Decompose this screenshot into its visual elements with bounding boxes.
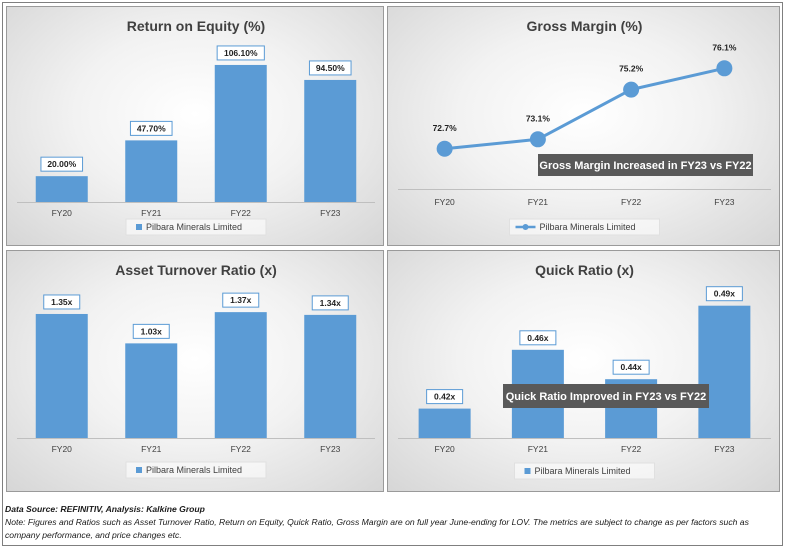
x-tick-label: FY23	[714, 197, 735, 207]
data-label: 20.00%	[47, 159, 76, 169]
data-label: 0.44x	[620, 362, 642, 372]
point-fy22	[623, 81, 640, 98]
legend-swatch	[136, 467, 142, 473]
data-label: 76.1%	[712, 42, 737, 52]
x-tick-label: FY23	[320, 444, 341, 454]
legend-label: Pilbara Minerals Limited	[540, 222, 636, 232]
x-tick-label: FY20	[52, 444, 73, 454]
bar-fy21	[125, 140, 178, 202]
bar-fy23	[698, 305, 751, 438]
annotation-box	[503, 384, 709, 408]
x-tick-label: FY21	[528, 197, 549, 207]
chart-title: Quick Ratio (x)	[535, 262, 634, 278]
data-label: 0.46x	[527, 333, 549, 343]
chart-gross-margin: Gross Margin (%) 72.7% 73.1% 75.2% 76.1% FY20…	[387, 6, 780, 246]
chart-title: Return on Equity (%)	[127, 18, 265, 34]
data-label-box	[132, 323, 170, 339]
series-line	[444, 66, 725, 151]
legend-box	[509, 218, 660, 236]
x-tick-label: FY23	[320, 208, 341, 218]
data-label-box	[40, 156, 84, 172]
data-label: 1.03x	[141, 326, 163, 336]
x-tick-label: FY22	[231, 444, 252, 454]
data-label-box	[612, 359, 650, 375]
legend-box	[125, 218, 267, 236]
x-tick-label: FY20	[52, 208, 73, 218]
x-tick-label: FY21	[141, 208, 162, 218]
data-label: 94.50%	[316, 63, 345, 73]
quick-ratio-chart-svg: Quick Ratio (x) 0.42x 0.46x 0.44x 0.49x FY20 F…	[398, 262, 771, 480]
legend-marker	[522, 224, 529, 230]
legend-swatch	[524, 468, 531, 474]
bar-fy21	[125, 343, 178, 438]
data-label: 0.49x	[714, 289, 736, 299]
data-label: 72.7%	[433, 123, 458, 133]
data-label: 1.34x	[320, 298, 342, 308]
chart-return-on-equity: Return on Equity (%) 20.00% 47.70% 106.10% 9…	[6, 6, 384, 246]
data-label: 1.35x	[51, 297, 73, 307]
roe-chart-svg: Return on Equity (%) 20.00% 47.70% 106.10% 9…	[17, 18, 375, 236]
data-label-box	[129, 120, 173, 136]
x-tick-label: FY23	[714, 444, 735, 454]
bar-fy20	[35, 176, 88, 202]
data-label-box	[216, 45, 265, 61]
chart-asset-turnover: Asset Turnover Ratio (x) 1.35x 1.03x 1.37x 1…	[6, 250, 384, 492]
point-fy23	[716, 60, 733, 77]
data-label: 47.70%	[137, 123, 166, 133]
gross-margin-chart-svg: Gross Margin (%) 72.7% 73.1% 75.2% 76.1% FY20…	[398, 18, 771, 236]
legend-label: Pilbara Minerals Limited	[146, 222, 242, 232]
bar-fy23	[304, 314, 357, 438]
legend-label: Pilbara Minerals Limited	[535, 466, 631, 476]
bar-fy20	[35, 313, 88, 438]
data-label: 106.10%	[224, 48, 258, 58]
bar-fy22	[214, 64, 267, 202]
bar-fy22	[214, 312, 267, 438]
legend-box	[125, 461, 267, 479]
annotation-box	[538, 154, 753, 176]
data-label: 75.2%	[619, 64, 644, 74]
data-label-box	[705, 286, 743, 302]
data-label-box	[311, 295, 349, 311]
footer: Data Source: REFINITIV, Analysis: Kalkin…	[5, 503, 783, 542]
point-fy20	[436, 140, 453, 157]
data-label: 73.1%	[526, 113, 551, 123]
chart-title: Asset Turnover Ratio (x)	[115, 262, 277, 278]
chart-quick-ratio: Quick Ratio (x) 0.42x 0.46x 0.44x 0.49x FY20 F…	[387, 250, 780, 492]
annotation-text: Quick Ratio Improved in FY23 vs FY22	[506, 391, 707, 403]
x-tick-label: FY21	[141, 444, 162, 454]
annotation-text: Gross Margin Increased in FY23 vs FY22	[539, 160, 751, 172]
point-fy21	[529, 131, 546, 148]
data-label-box	[43, 294, 81, 310]
data-label-box	[426, 389, 464, 405]
x-tick-label: FY21	[528, 444, 549, 454]
x-tick-label: FY22	[621, 197, 642, 207]
x-tick-label: FY20	[434, 197, 455, 207]
bar-fy23	[304, 79, 357, 202]
x-tick-label: FY20	[434, 444, 455, 454]
data-source: Data Source: REFINITIV, Analysis: Kalkin…	[5, 504, 205, 514]
chart-title: Gross Margin (%)	[527, 18, 643, 34]
data-label-box	[222, 292, 260, 308]
x-tick-label: FY22	[231, 208, 252, 218]
asset-turnover-chart-svg: Asset Turnover Ratio (x) 1.35x 1.03x 1.37x 1…	[17, 262, 375, 479]
data-label-box	[308, 60, 352, 76]
data-label-box	[519, 330, 557, 346]
bar-fy20	[418, 408, 471, 438]
x-tick-label: FY22	[621, 444, 642, 454]
legend-swatch	[136, 224, 142, 230]
legend-box	[514, 462, 655, 480]
data-label: 0.42x	[434, 392, 456, 402]
legend-label: Pilbara Minerals Limited	[146, 465, 242, 475]
data-label: 1.37x	[230, 295, 252, 305]
footer-note: Note: Figures and Ratios such as Asset T…	[5, 517, 749, 540]
